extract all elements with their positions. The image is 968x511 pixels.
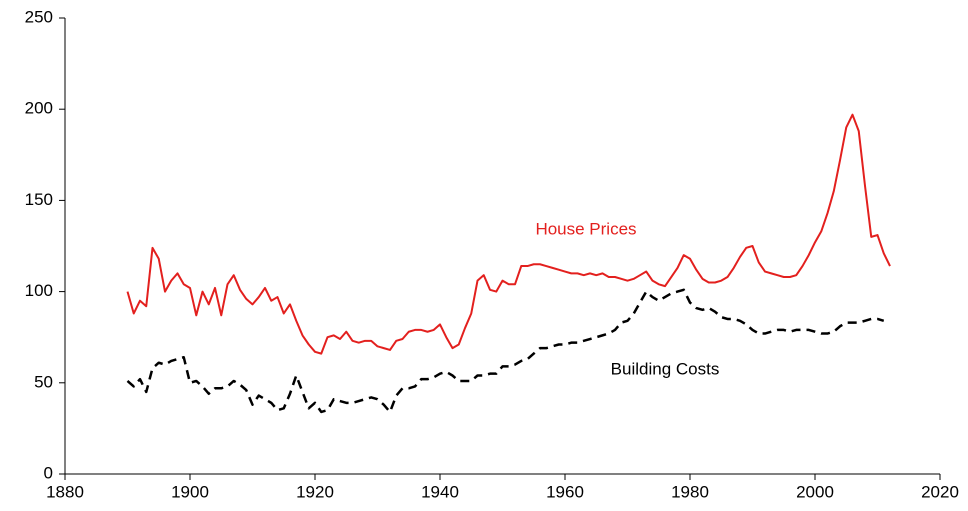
x-tick-label: 1900 [171,482,209,501]
y-tick-label: 150 [25,190,53,209]
x-tick-label: 1880 [46,482,84,501]
x-tick-label: 2020 [921,482,959,501]
x-tick-label: 1920 [296,482,334,501]
series-line [126,288,885,414]
y-tick-label: 200 [25,99,53,118]
x-tick-label: 1940 [421,482,459,501]
y-tick-label: 250 [25,7,53,26]
series-label: House Prices [535,219,636,238]
x-tick-label: 1980 [671,482,709,501]
y-tick-label: 50 [34,372,53,391]
y-tick-label: 100 [25,281,53,300]
y-tick-label: 0 [44,463,53,482]
x-tick-label: 1960 [546,482,584,501]
series-label: Building Costs [611,359,720,378]
series-line [126,113,891,355]
x-tick-label: 2000 [796,482,834,501]
